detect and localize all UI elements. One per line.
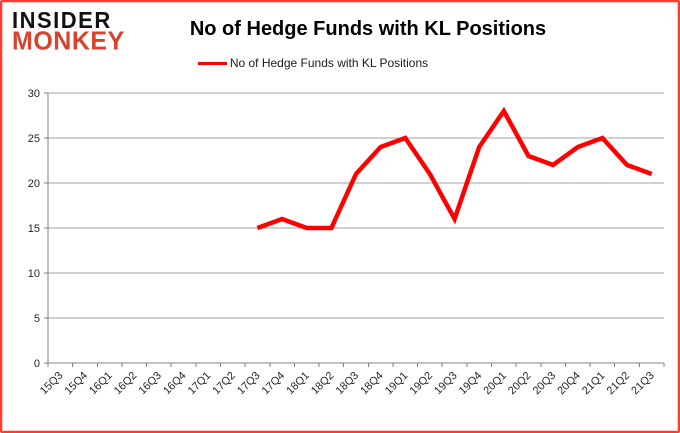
- svg-text:17Q4: 17Q4: [260, 370, 288, 398]
- svg-text:20Q3: 20Q3: [531, 370, 559, 398]
- svg-text:20Q1: 20Q1: [481, 370, 509, 398]
- svg-text:21Q3: 21Q3: [629, 370, 657, 398]
- svg-text:25: 25: [28, 133, 40, 145]
- svg-text:20Q2: 20Q2: [506, 370, 534, 398]
- svg-text:21Q2: 21Q2: [605, 370, 633, 398]
- svg-text:18Q2: 18Q2: [309, 370, 337, 398]
- svg-text:16Q1: 16Q1: [87, 370, 115, 398]
- svg-text:19Q2: 19Q2: [408, 370, 436, 398]
- svg-text:17Q1: 17Q1: [186, 370, 214, 398]
- svg-text:18Q1: 18Q1: [284, 370, 312, 398]
- svg-text:20Q4: 20Q4: [555, 370, 583, 398]
- svg-text:18Q3: 18Q3: [334, 370, 362, 398]
- insider-monkey-logo: INSIDER MONKEY: [12, 6, 125, 56]
- legend-label: No of Hedge Funds with KL Positions: [229, 56, 429, 70]
- svg-text:19Q3: 19Q3: [432, 370, 460, 398]
- chart-legend: No of Hedge Funds with KL Positions: [2, 56, 651, 70]
- svg-text:5: 5: [34, 313, 40, 325]
- svg-text:17Q3: 17Q3: [235, 370, 263, 398]
- svg-text:20: 20: [28, 178, 40, 190]
- logo-text-insider: INSIDER: [12, 6, 112, 34]
- svg-text:19Q1: 19Q1: [383, 370, 411, 398]
- svg-text:16Q4: 16Q4: [161, 370, 189, 398]
- svg-text:10: 10: [28, 268, 40, 280]
- svg-text:30: 30: [28, 88, 40, 100]
- svg-text:15Q4: 15Q4: [63, 370, 91, 398]
- logo-text-monkey: MONKEY: [12, 27, 125, 56]
- svg-text:21Q1: 21Q1: [580, 370, 608, 398]
- legend-line-swatch: [197, 61, 227, 65]
- svg-text:15Q3: 15Q3: [38, 370, 66, 398]
- svg-text:15: 15: [28, 223, 40, 235]
- chart-title: No of Hedge Funds with KL Positions: [189, 18, 547, 40]
- svg-text:18Q4: 18Q4: [358, 370, 386, 398]
- svg-text:19Q4: 19Q4: [457, 370, 485, 398]
- svg-text:16Q3: 16Q3: [136, 370, 164, 398]
- svg-text:0: 0: [34, 358, 40, 370]
- svg-text:16Q2: 16Q2: [112, 370, 140, 398]
- svg-text:17Q2: 17Q2: [210, 370, 238, 398]
